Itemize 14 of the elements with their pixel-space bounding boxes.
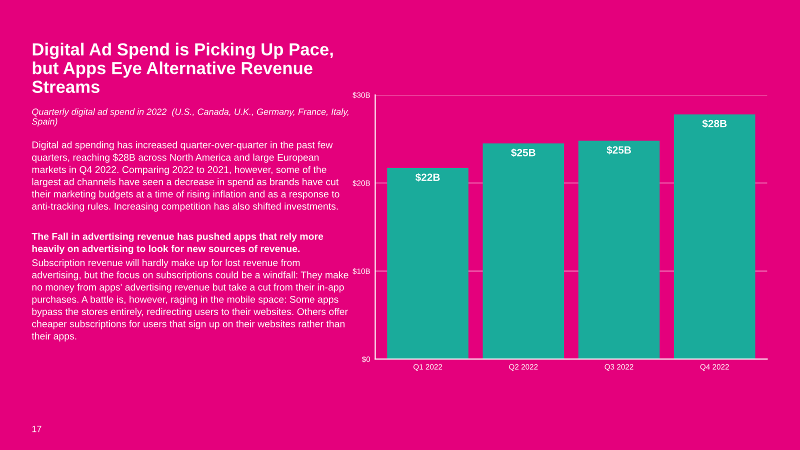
bar bbox=[578, 140, 660, 360]
data-label: $22B bbox=[415, 173, 440, 182]
text: Digital Ad Spend is Picking Up Pace, but Apps Eye Alternative Revenue Streams bbox=[32, 42, 333, 93]
bar bbox=[387, 168, 468, 360]
text: 17 bbox=[32, 426, 42, 432]
data-label: $25B bbox=[606, 146, 631, 154]
text: Subscription revenue will hardly make up for lost revenue from advertising, but the focus on subscriptions could be a windfall: They make no money from apps' advertising revenue but take a cut from their in-app purchases. A battle is, however, raging in the mobile space: Some apps bypass the stores entirely, redirecting users to their websites. Others offer cheaper subscriptions for users that sign up on their websites rather than their apps. bbox=[32, 259, 348, 342]
text: The Fall in advertising revenue has pushed apps that rely more heavily on advertising to look for new sources of revenue. bbox=[32, 232, 324, 254]
data-label: $25B bbox=[511, 148, 536, 157]
bar bbox=[674, 114, 756, 360]
text: Quarterly digital ad spend in 2022 (U.S., Canada, U.K., Germany, France, Italy, Spain) bbox=[32, 108, 348, 126]
data-label: $28B bbox=[702, 119, 727, 128]
text: Digital ad spending has increased quarter-over-quarter in the past few quarters, reaching $28B across North America and large European markets in Q4 2022. Comparing 2022 to 2021, however, some of the largest ad channels have seen a decrease in spend as brands have cut their marketing budgets at a time of rising inflation and as a response to anti-tracking rules. Increasing competition has also shifted investments. bbox=[32, 141, 340, 212]
bar bbox=[482, 143, 564, 360]
